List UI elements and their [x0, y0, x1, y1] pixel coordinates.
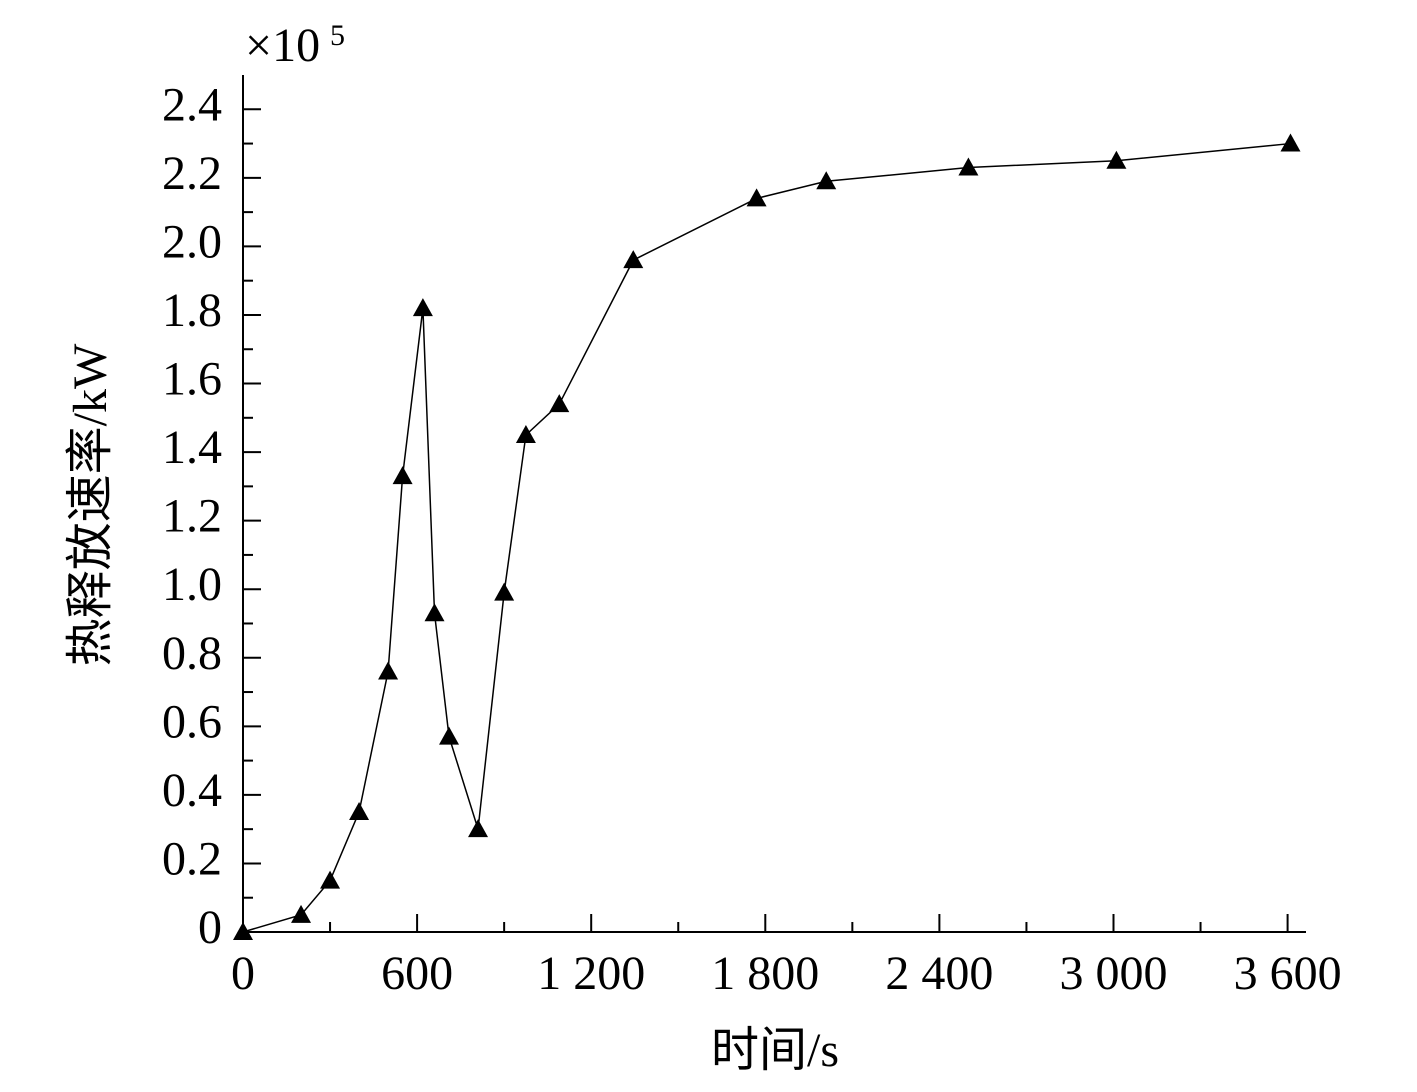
y-tick-label: 2.4	[162, 78, 222, 131]
data-marker	[1106, 150, 1127, 169]
data-marker	[549, 394, 570, 413]
data-marker	[412, 298, 433, 317]
data-marker	[378, 661, 399, 680]
x-axis-label: 时间/s	[711, 1024, 839, 1077]
y-tick-label: 0.2	[162, 832, 222, 885]
y-tick-label: 1.2	[162, 490, 222, 543]
data-marker	[349, 802, 370, 821]
y-tick-label: 2.2	[162, 147, 222, 200]
data-marker	[494, 582, 515, 601]
data-line	[242, 142, 1291, 933]
data-marker	[515, 424, 536, 443]
data-marker	[233, 922, 253, 940]
y-tick-label: 0.4	[162, 764, 222, 817]
data-marker	[746, 188, 767, 207]
data-marker	[1280, 133, 1301, 152]
y-tick-label: 1.4	[162, 421, 222, 474]
y-tick-label: 2.0	[162, 215, 222, 268]
data-marker	[392, 466, 413, 485]
y-tick-label: 0.6	[162, 695, 222, 748]
data-marker	[291, 904, 312, 923]
x-tick-label: 3 600	[1234, 947, 1342, 1000]
y-tick-label: 0.8	[162, 627, 222, 680]
x-tick-label: 600	[381, 947, 453, 1000]
data-marker	[424, 603, 445, 622]
y-axis-label: 热释放速率/kW	[64, 343, 117, 666]
data-marker	[468, 819, 489, 838]
x-tick-label: 0	[231, 947, 255, 1000]
y-multiplier-exponent: 5	[330, 19, 345, 52]
y-tick-label: 1.0	[162, 558, 222, 611]
x-tick-label: 1 200	[537, 947, 645, 1000]
y-tick-label: 0	[198, 901, 222, 954]
y-tick-label: 1.6	[162, 353, 222, 406]
y-multiplier: ×10	[245, 19, 320, 72]
y-tick-label: 1.8	[162, 284, 222, 337]
data-marker	[958, 157, 979, 176]
data-marker	[816, 171, 837, 190]
x-tick-label: 3 000	[1059, 947, 1167, 1000]
x-tick-label: 1 800	[711, 947, 819, 1000]
data-marker	[320, 870, 341, 889]
data-marker	[623, 250, 644, 269]
x-tick-label: 2 400	[885, 947, 993, 1000]
data-marker	[439, 726, 460, 745]
